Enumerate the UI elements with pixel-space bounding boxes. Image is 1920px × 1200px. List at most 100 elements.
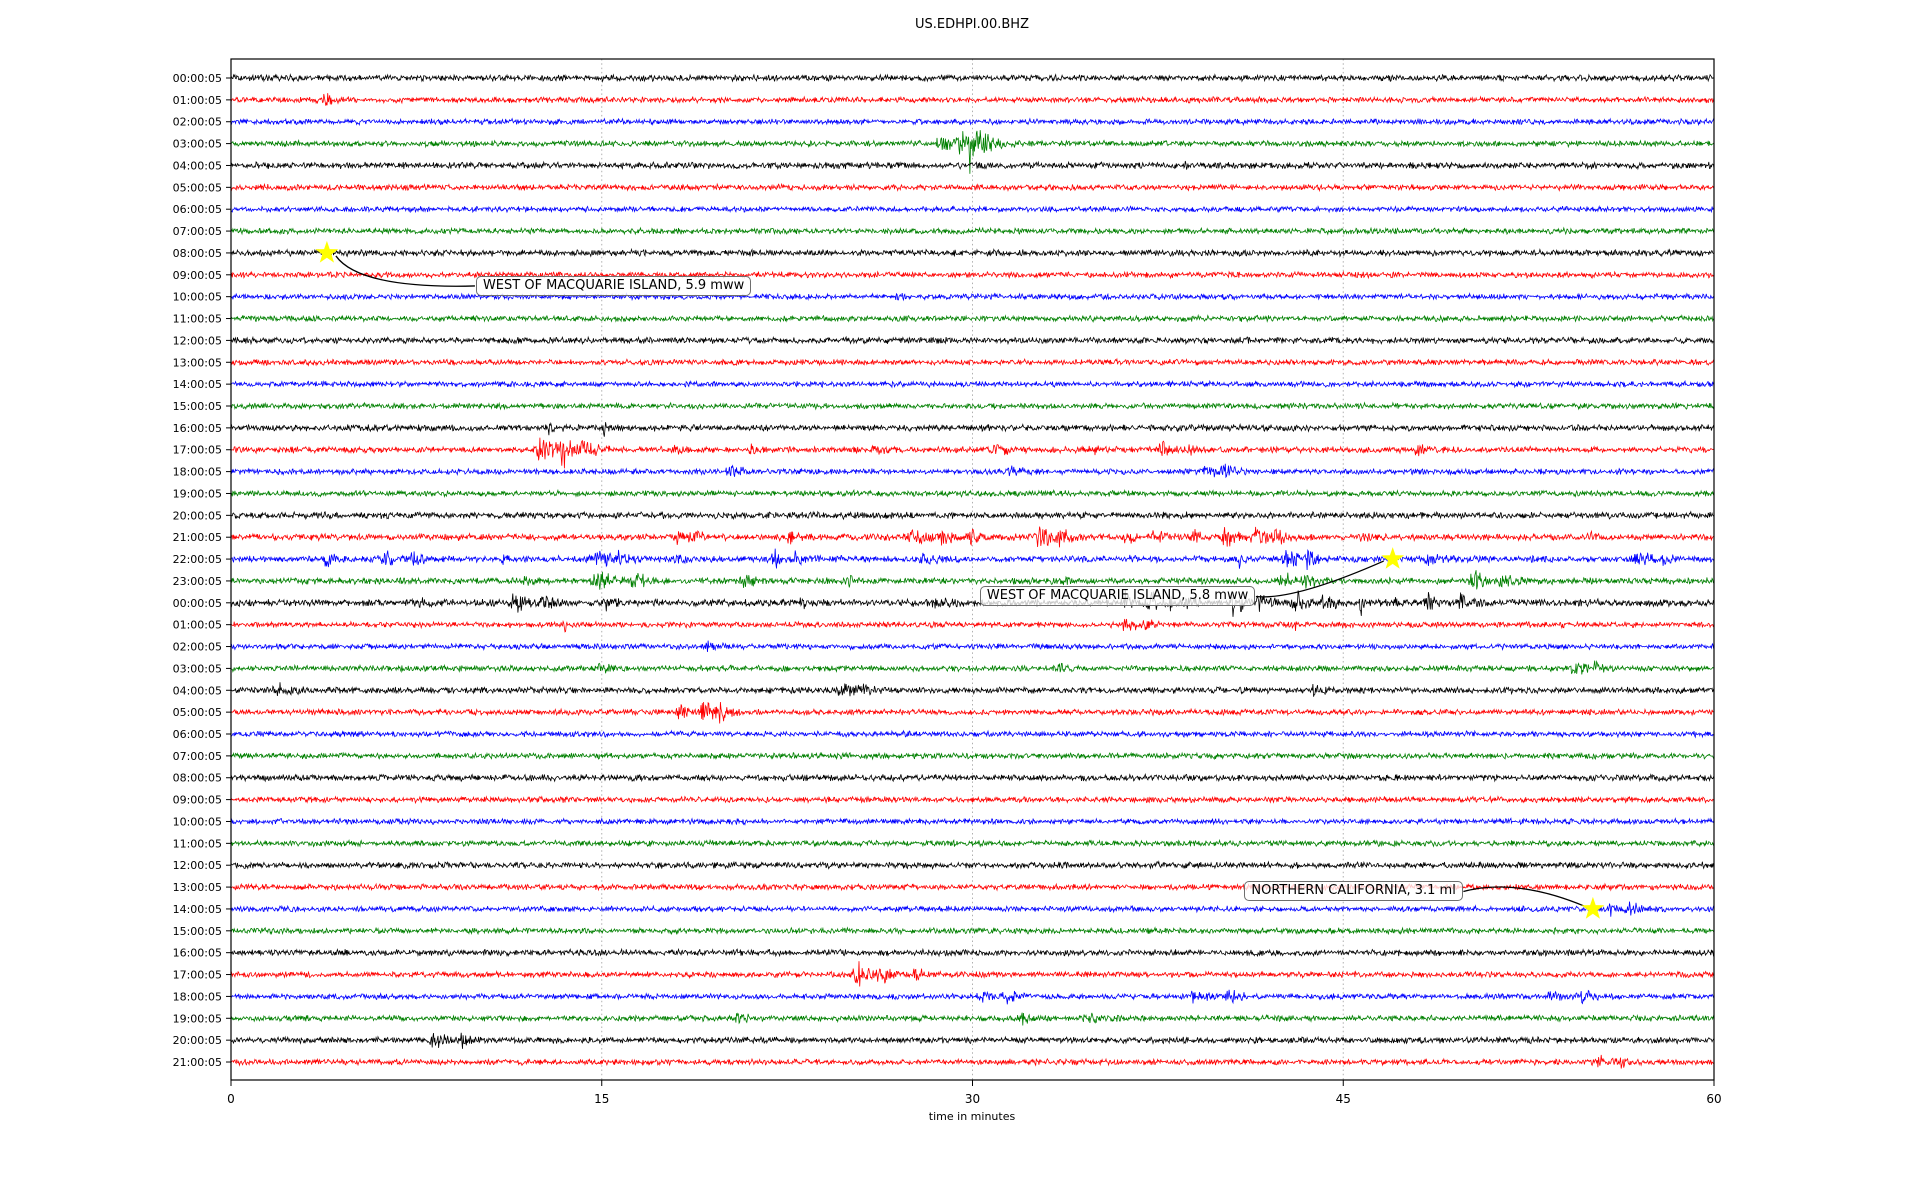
y-tick-label: 01:00:05: [173, 94, 222, 107]
trace-row: [230, 93, 1715, 106]
y-tick-label: 13:00:05: [173, 356, 222, 369]
y-tick-label: 14:00:05: [173, 378, 222, 391]
y-tick-label: 17:00:05: [173, 969, 222, 982]
trace-row: [230, 701, 1715, 724]
y-tick-label: 19:00:05: [173, 1012, 222, 1025]
y-tick-label: 18:00:05: [173, 466, 222, 479]
y-tick-label: 21:00:05: [173, 531, 222, 544]
event-star-icon: [315, 240, 339, 263]
trace-row: [230, 313, 1715, 324]
y-tick-label: 07:00:05: [173, 750, 222, 763]
x-tick-label: 45: [1336, 1092, 1351, 1106]
x-tick-label: 30: [965, 1092, 980, 1106]
y-tick-label: 12:00:05: [173, 334, 222, 347]
trace-row: [230, 570, 1715, 590]
y-tick-label: 21:00:05: [173, 1056, 222, 1069]
y-tick-label: 09:00:05: [173, 269, 222, 282]
y-tick-label: 10:00:05: [173, 291, 222, 304]
trace-row: [230, 526, 1715, 548]
trace-row: [230, 463, 1715, 479]
trace-row: [230, 961, 1715, 987]
trace-row: [230, 618, 1715, 633]
trace-row: [230, 73, 1715, 83]
y-tick-label: 01:00:05: [173, 619, 222, 632]
trace-row: [230, 860, 1715, 871]
y-tick-label: 02:00:05: [173, 641, 222, 654]
y-tick-label: 16:00:05: [173, 947, 222, 960]
trace-row: [230, 795, 1715, 805]
y-tick-label: 00:00:05: [173, 597, 222, 610]
trace-row: [230, 437, 1715, 469]
trace-row: [230, 729, 1715, 739]
trace-row: [230, 488, 1715, 499]
trace-row: [230, 838, 1715, 848]
trace-row: [230, 401, 1715, 411]
trace-row: [230, 205, 1715, 214]
y-tick-label: 07:00:05: [173, 225, 222, 238]
y-tick-label: 10:00:05: [173, 815, 222, 828]
trace-row: [230, 182, 1715, 193]
y-tick-label: 23:00:05: [173, 575, 222, 588]
annotation-leader-line: [1255, 560, 1384, 598]
trace-row: [230, 379, 1714, 389]
y-tick-label: 16:00:05: [173, 422, 222, 435]
y-tick-label: 22:00:05: [173, 553, 222, 566]
y-tick-label: 05:00:05: [173, 181, 222, 194]
chart-title: US.EDHPI.00.BHZ: [915, 17, 1029, 32]
y-tick-label: 06:00:05: [173, 203, 222, 216]
trace-row: [230, 1032, 1715, 1049]
trace-row: [230, 751, 1715, 761]
event-annotation-macquarie-59: WEST OF MACQUARIE ISLAND, 5.9 mww: [475, 275, 752, 296]
trace-row: [230, 270, 1715, 280]
trace-row: [230, 335, 1715, 346]
trace-row: [230, 901, 1715, 917]
y-tick-label: 14:00:05: [173, 903, 222, 916]
annotation-leader-line: [1463, 886, 1585, 907]
trace-row: [230, 160, 1715, 171]
y-tick-label: 18:00:05: [173, 990, 222, 1003]
trace-row: [230, 682, 1715, 697]
y-tick-label: 04:00:05: [173, 684, 222, 697]
trace-row: [230, 421, 1715, 437]
trace-row: [230, 660, 1715, 675]
y-tick-label: 08:00:05: [173, 247, 222, 260]
trace-row: [230, 989, 1715, 1005]
event-annotation-macquarie-58: WEST OF MACQUARIE ISLAND, 5.8 mww: [979, 586, 1256, 607]
y-tick-label: 05:00:05: [173, 706, 222, 719]
trace-row: [230, 773, 1715, 783]
trace-row: [230, 926, 1715, 936]
trace-row: [230, 817, 1715, 826]
y-tick-label: 15:00:05: [173, 925, 222, 938]
y-tick-label: 20:00:05: [173, 509, 222, 522]
y-tick-label: 15:00:05: [173, 400, 222, 413]
x-tick-label: 0: [227, 1092, 235, 1106]
trace-row: [230, 292, 1715, 302]
event-annotation-norcal-31: NORTHERN CALIFORNIA, 3.1 ml: [1244, 881, 1463, 902]
y-tick-label: 19:00:05: [173, 487, 222, 500]
annotation-leader-line: [335, 255, 475, 287]
trace-row: [230, 882, 1714, 892]
y-tick-label: 02:00:05: [173, 116, 222, 129]
trace-row: [230, 548, 1715, 571]
y-tick-label: 09:00:05: [173, 794, 222, 807]
y-tick-label: 03:00:05: [173, 138, 222, 151]
y-tick-label: 20:00:05: [173, 1034, 222, 1047]
y-tick-label: 00:00:05: [173, 72, 222, 85]
trace-row: [230, 247, 1715, 258]
trace-row: [230, 589, 1715, 617]
trace-row: [230, 1054, 1715, 1069]
event-star-icon: [1581, 896, 1605, 919]
trace-row: [230, 1012, 1715, 1026]
trace-row: [230, 947, 1715, 958]
trace-row: [230, 510, 1715, 521]
y-tick-label: 17:00:05: [173, 444, 222, 457]
plot-border: [230, 58, 1715, 1081]
x-axis-label: time in minutes: [928, 1110, 1016, 1123]
y-tick-label: 11:00:05: [173, 837, 222, 850]
x-tick-label: 60: [1706, 1092, 1721, 1106]
y-tick-label: 13:00:05: [173, 881, 222, 894]
trace-row: [230, 130, 1715, 174]
trace-row: [230, 357, 1715, 367]
